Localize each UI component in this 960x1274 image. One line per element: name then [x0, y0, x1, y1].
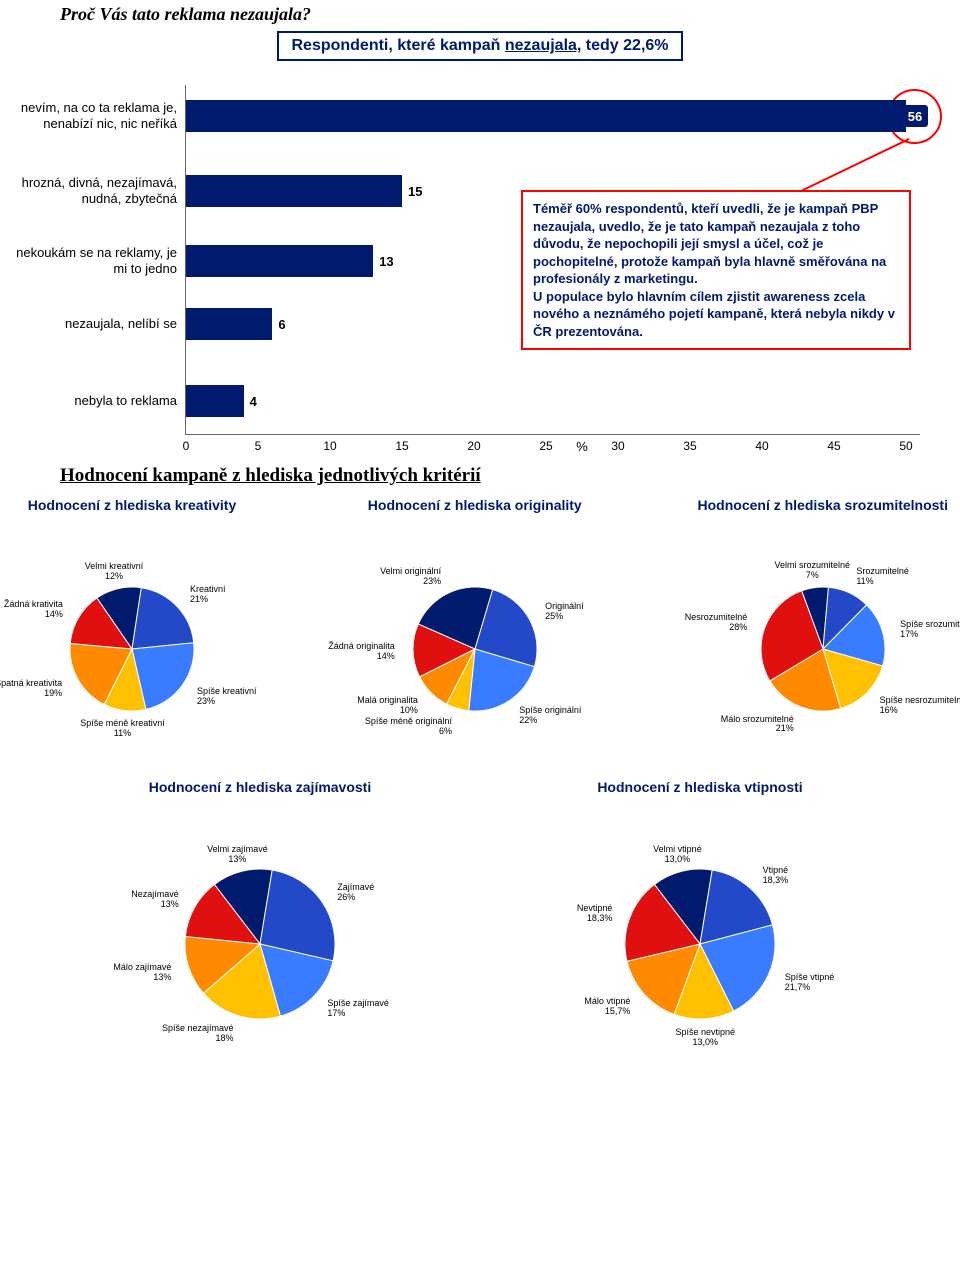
pie-slice-label: Spíše nevtipné13,0%: [675, 1028, 735, 1048]
pie-slice-label: Velmi kreativní12%: [85, 562, 144, 582]
bar: [186, 385, 244, 417]
pie-slice-label: Spíše nezajímavé18%: [162, 1024, 234, 1044]
pie-slice-label: Malá originalita10%: [357, 696, 418, 716]
xtick: 25: [539, 439, 552, 453]
xtick: 0: [183, 439, 190, 453]
pie-slice-label: Spíše srozumitelné17%: [900, 620, 960, 640]
bar-label: hrozná, divná, nezajímavá, nudná, zbyteč…: [2, 175, 177, 207]
bar-value: 13: [379, 254, 393, 269]
pie-row-bottom: Hodnocení z hlediska zajímavosti Velmi za…: [0, 779, 960, 1077]
pie-title: Hodnocení z hlediska originality: [368, 497, 582, 513]
pie-srozumitelnost: Hodnocení z hlediska srozumitelnosti Velm…: [698, 497, 948, 769]
pie-slice-label: Spíše zajímavé17%: [327, 999, 389, 1019]
bar-row: 15: [186, 175, 422, 207]
bar-row: 6: [186, 308, 286, 340]
pie-slice-label: Nevtipné18,3%: [577, 904, 613, 924]
pie-slice-label: Velmi originální23%: [380, 567, 441, 587]
subtitle-prefix: Respondenti, které kampaň: [291, 37, 504, 54]
pie-slice-label: Spíše vtipné21,7%: [785, 973, 835, 993]
pie-title: Hodnocení z hlediska zajímavosti: [149, 779, 372, 795]
pie-slice-label: Spíše méně originální6%: [365, 717, 452, 737]
pie-slice-label: Málo vtipné15,7%: [584, 997, 630, 1017]
xtick: 50: [899, 439, 912, 453]
pie-slice-label: Spíše méně kreativní11%: [80, 719, 165, 739]
pie-title: Hodnocení z hlediska kreativity: [28, 497, 237, 513]
pie-slice-label: Nesrozumitelné28%: [685, 613, 748, 633]
pie-slice-label: Málo zajímavé13%: [113, 963, 171, 983]
pie-slice-label: Velmi vtipné13,0%: [653, 845, 702, 865]
xtick: 10: [323, 439, 336, 453]
subtitle-box: Respondenti, které kampaň nezaujala, ted…: [277, 31, 682, 61]
bar: [186, 308, 272, 340]
pie-slice-label: Spíše originální22%: [519, 706, 581, 726]
bar-xaxis: 05101520253035404550%: [186, 435, 906, 455]
subtitle-suffix: tedy 22,6%: [581, 37, 668, 54]
callout-line: Téměř 60% respondentů, kteří uvedli, že …: [533, 200, 899, 288]
pie-slice-label: Málo srozumitelné21%: [721, 715, 794, 735]
pie-slice-label: Žádná originalita14%: [328, 642, 395, 662]
pie-slice-label: Vtipné18,3%: [763, 866, 789, 886]
callout-line: U populace bylo hlavním cílem zjistit aw…: [533, 288, 899, 341]
bar-row: 4: [186, 385, 257, 417]
pie-slice-label: Velmi srozumitelné7%: [774, 561, 850, 581]
bar-chart: 56 Téměř 60% respondentů, kteří uvedli, …: [185, 85, 920, 435]
pie-slice-label: Špatná kreativita19%: [0, 679, 62, 699]
section2-title: Hodnocení kampaně z hlediska jednotlivýc…: [60, 465, 960, 487]
xtick: 45: [827, 439, 840, 453]
pie-zajimavost: Hodnocení z hlediska zajímavosti Velmi za…: [127, 779, 393, 1077]
pie-originalita: Hodnocení z hlediska originality Velmi or…: [355, 497, 595, 769]
bar: [186, 245, 373, 277]
pie-vtipnost: Hodnocení z hlediska vtipnosti Velmi vtip…: [567, 779, 833, 1077]
subtitle-underline: nezaujala,: [505, 37, 581, 54]
bar-label: nebyla to reklama: [2, 385, 177, 417]
pie-slice-label: Kreativní21%: [190, 585, 226, 605]
pie-slice-label: Nezajímavé13%: [131, 890, 179, 910]
pie-slice-label: Spíše kreativní23%: [197, 687, 257, 707]
pie-slice-label: Zajímavé26%: [337, 883, 374, 903]
pie-title: Hodnocení z hlediska vtipnosti: [597, 779, 802, 795]
bar-chart-section: nevím, na co ta reklama je, nenabízí nic…: [0, 85, 960, 435]
page-title: Proč Vás tato reklama nezaujala?: [0, 0, 960, 31]
bar-label: nezaujala, nelíbí se: [2, 308, 177, 340]
bar: [186, 175, 402, 207]
pie-slice-label: Srozumitelné11%: [856, 567, 909, 587]
bar-row: [186, 100, 906, 132]
xtick: 15: [395, 439, 408, 453]
bar-label: nevím, na co ta reklama je, nenabízí nic…: [2, 100, 177, 132]
xtick: 20: [467, 439, 480, 453]
pie-title: Hodnocení z hlediska srozumitelnosti: [698, 497, 948, 513]
bar-value: 4: [250, 394, 257, 409]
pie-slice-label: Žádná krativita14%: [4, 600, 63, 620]
xtick: 40: [755, 439, 768, 453]
bar-value: 6: [278, 317, 285, 332]
bar-row: 13: [186, 245, 394, 277]
pie-slice-label: Velmi zajímavé13%: [207, 845, 268, 865]
pie-row-top: Hodnocení z hlediska kreativity Velmi kre…: [0, 497, 960, 769]
bar-label: nekoukám se na reklamy, je mi to jedno: [2, 245, 177, 277]
xtick: 5: [255, 439, 262, 453]
xtick: 35: [683, 439, 696, 453]
pie-kreativita: Hodnocení z hlediska kreativity Velmi kre…: [12, 497, 252, 769]
pie-slice-label: Spíše nesrozumitelné16%: [880, 696, 960, 716]
bar: [186, 100, 906, 132]
xtick: 30: [611, 439, 624, 453]
bar-value: 15: [408, 184, 422, 199]
pie-slice: [132, 588, 194, 649]
pie-slice-label: Originální25%: [545, 602, 584, 622]
callout-connector: [801, 138, 910, 192]
callout-box: Téměř 60% respondentů, kteří uvedli, že …: [521, 190, 911, 350]
percent-label: %: [576, 439, 588, 454]
